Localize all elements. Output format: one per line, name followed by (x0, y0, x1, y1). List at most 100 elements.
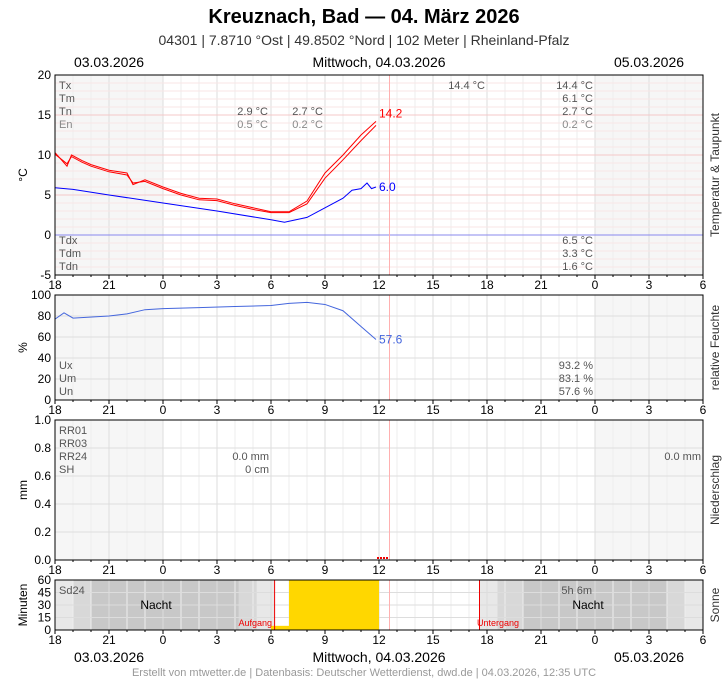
page-title: Kreuznach, Bad — 04. März 2026 (208, 6, 520, 28)
sunshine-total: 5h 6m (561, 585, 592, 597)
series-temp (54, 121, 377, 213)
y-tick-label: 60 (38, 573, 52, 587)
x-tick-label: 6 (700, 563, 707, 577)
humidity-label: Ux (59, 360, 73, 372)
sunshine-bar (307, 580, 325, 630)
sunshine-bar (343, 580, 361, 630)
night-label: Nacht (140, 598, 172, 612)
sunset-label: Untergang (477, 618, 519, 628)
y-tick-label: 80 (38, 309, 52, 323)
end-label-dewpoint: 6.0 (379, 180, 396, 194)
tn-value: 2.7 °C (292, 106, 323, 118)
y-tick-label: 15 (38, 108, 52, 122)
station-info: 04301 | 7.8710 °Ost | 49.8502 °Nord | 10… (158, 32, 570, 48)
x-tick-label: 6 (700, 633, 707, 647)
humidity-value: 93.2 % (559, 360, 593, 372)
precip-label: RR24 (59, 451, 87, 463)
y-tick-label: 0.8 (34, 441, 51, 455)
date-center-top: Mittwoch, 04.03.2026 (312, 54, 445, 70)
date-right-bottom: 05.03.2026 (614, 649, 684, 665)
x-tick-label: 3 (646, 563, 653, 577)
tn-value: 2.9 °C (237, 106, 268, 118)
y-tick-label: 1.0 (34, 413, 51, 427)
x-tick-label: 0 (160, 278, 167, 292)
series-humidity (54, 301, 377, 340)
x-tick-label: 18 (480, 403, 494, 417)
dew-value: 6.5 °C (562, 235, 593, 247)
stat-label: Tm (59, 93, 75, 105)
sunshine-bar (325, 580, 343, 630)
x-tick-label: 21 (534, 633, 548, 647)
x-tick-label: 18 (480, 563, 494, 577)
x-tick-label: 9 (322, 403, 329, 417)
y-axis-label: % (16, 342, 30, 353)
x-tick-label: 21 (534, 403, 548, 417)
date-right-top: 05.03.2026 (614, 54, 684, 70)
precip-marker (386, 557, 388, 559)
y-tick-label: 60 (38, 330, 52, 344)
x-tick-label: 21 (102, 563, 116, 577)
x-tick-label: 6 (268, 633, 275, 647)
x-tick-label: 21 (534, 563, 548, 577)
precip-label: RR03 (59, 438, 87, 450)
en-value: 0.5 °C (237, 119, 268, 131)
tx-value: 14.4 °C (448, 80, 485, 92)
x-tick-label: 3 (646, 633, 653, 647)
x-tick-label: 21 (534, 278, 548, 292)
y-tick-label: 20 (38, 68, 52, 82)
x-tick-label: 12 (372, 403, 386, 417)
x-tick-label: 9 (322, 563, 329, 577)
footer: Erstellt von mtwetter.de | Datenbasis: D… (132, 667, 596, 679)
x-tick-label: 3 (214, 278, 221, 292)
x-tick-label: 15 (426, 633, 440, 647)
x-tick-label: 0 (160, 563, 167, 577)
stat-value: 14.4 °C (556, 80, 593, 92)
y-tick-label: 0 (44, 393, 51, 407)
side-label: Sonne (708, 587, 722, 622)
night-label: Nacht (572, 598, 604, 612)
x-tick-label: 12 (372, 563, 386, 577)
sunshine-bar (361, 580, 379, 630)
x-tick-label: 6 (268, 403, 275, 417)
y-tick-label: 100 (31, 288, 51, 302)
y-tick-label: 40 (38, 351, 52, 365)
en-value: 0.2 °C (292, 119, 323, 131)
x-tick-label: 18 (48, 403, 62, 417)
humidity-value: 83.1 % (559, 373, 593, 385)
stat-label: Tn (59, 106, 72, 118)
side-label: relative Feuchte (708, 304, 722, 390)
sunrise-label: Aufgang (238, 618, 272, 628)
series-temp2 (54, 125, 377, 214)
y-axis-label: Minuten (16, 584, 30, 627)
x-tick-label: 3 (646, 278, 653, 292)
stat-label: Tx (59, 80, 72, 92)
series-dewpoint (54, 182, 377, 223)
y-axis-label: mm (16, 480, 30, 500)
y-tick-label: 0.0 (34, 553, 51, 567)
date-left-bottom: 03.03.2026 (74, 649, 144, 665)
y-tick-label: 45 (38, 586, 52, 600)
precip-label: SH (59, 464, 74, 476)
x-tick-label: 12 (372, 633, 386, 647)
humidity-label: Um (59, 373, 76, 385)
end-label-humidity: 57.6 (379, 333, 403, 347)
precip-marker (380, 557, 382, 559)
x-tick-label: 18 (48, 563, 62, 577)
x-tick-label: 3 (214, 563, 221, 577)
dew-label: Tdx (59, 235, 78, 247)
end-label-temp: 14.2 (379, 106, 403, 120)
y-tick-label: 0.4 (34, 497, 51, 511)
y-tick-label: 0.2 (34, 525, 51, 539)
precip-marker (383, 557, 385, 559)
y-tick-label: 30 (38, 598, 52, 612)
x-tick-label: 12 (372, 278, 386, 292)
precip-marker (377, 557, 379, 559)
dew-value: 1.6 °C (562, 261, 593, 273)
humidity-value: 57.6 % (559, 386, 593, 398)
side-label: Niederschlag (708, 455, 722, 525)
x-tick-label: 0 (592, 278, 599, 292)
x-tick-label: 6 (268, 278, 275, 292)
sunshine-bar (289, 580, 307, 630)
humidity-label: Un (59, 386, 73, 398)
